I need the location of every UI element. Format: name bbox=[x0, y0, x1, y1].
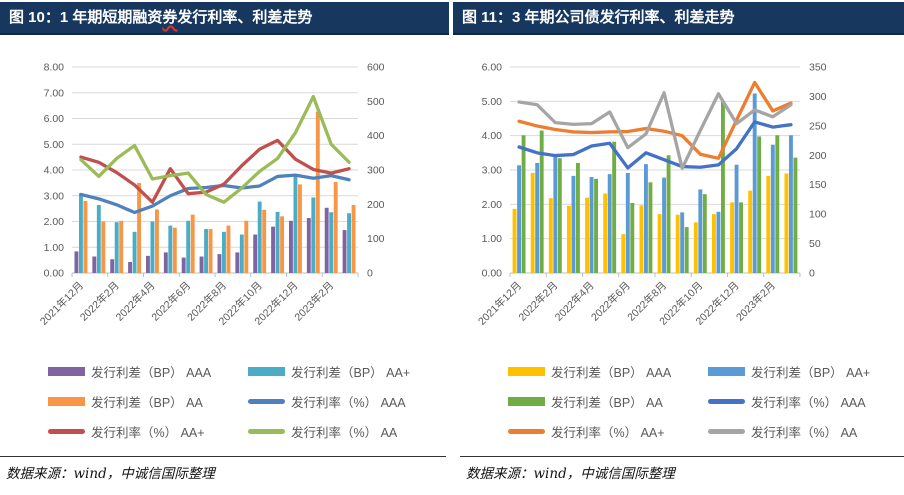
svg-text:6.00: 6.00 bbox=[44, 113, 65, 125]
legend-item: 发行利率（%） AA bbox=[700, 422, 900, 441]
svg-text:4.00: 4.00 bbox=[482, 130, 503, 142]
svg-text:100: 100 bbox=[367, 233, 385, 245]
svg-text:0.00: 0.00 bbox=[44, 268, 65, 280]
chart-canvas-1y-cp: 0.00 1.00 2.00 3.00 4.00 5.00 6.00 7.00 8.00 0 100… bbox=[37, 62, 385, 328]
bar-swatch-icon bbox=[508, 367, 545, 376]
legend-item: 发行利率（%） AA+ bbox=[40, 422, 240, 441]
svg-text:150: 150 bbox=[809, 179, 827, 191]
line-swatch-icon bbox=[508, 429, 545, 434]
svg-text:50: 50 bbox=[809, 238, 821, 250]
line-swatch-icon bbox=[708, 429, 745, 434]
figure-title-text-suffix: 发行利率、利差走势 bbox=[177, 9, 313, 26]
svg-text:400: 400 bbox=[367, 130, 385, 142]
legend-label: 发行利差（BP） AAA bbox=[551, 366, 672, 380]
legend-item: 发行利差（BP） AAA bbox=[40, 362, 240, 381]
svg-text:0: 0 bbox=[809, 268, 815, 280]
figure-title-bar: 图 11：3 年期公司债发行利率、利差走势 bbox=[453, 2, 904, 35]
svg-text:250: 250 bbox=[809, 120, 827, 132]
legend-item: 发行利率（%） AAA bbox=[700, 392, 900, 411]
figure-title-bar: 图 10：1 年期短期融资券发行利率、利差走势 bbox=[0, 2, 449, 35]
legend-label: 发行利率（%） AA bbox=[751, 426, 858, 440]
legend-label: 发行利差（BP） AA bbox=[551, 396, 663, 410]
svg-text:0.00: 0.00 bbox=[482, 268, 503, 280]
svg-text:6.00: 6.00 bbox=[482, 62, 503, 74]
chart-canvas-3y-corp-bond: 0.00 1.00 2.00 3.00 4.00 5.00 6.00 0 50 100 150 200… bbox=[475, 62, 827, 328]
legend-label: 发行利率（%） AA+ bbox=[551, 426, 665, 440]
svg-text:5.00: 5.00 bbox=[44, 139, 65, 151]
figure-panel-right: 图 11：3 年期公司债发行利率、利差走势 0.00 1.00 2.00 3.00 4.… bbox=[452, 0, 904, 495]
svg-text:2.00: 2.00 bbox=[44, 216, 65, 228]
legend-item: 发行利差（BP） AAA bbox=[500, 362, 700, 381]
svg-text:200: 200 bbox=[367, 199, 385, 211]
svg-text:2.00: 2.00 bbox=[482, 199, 503, 211]
legend-item: 发行利率（%） AA bbox=[240, 422, 440, 441]
legend-label: 发行利率（%） AA+ bbox=[91, 426, 205, 440]
bar-swatch-icon bbox=[508, 397, 545, 406]
svg-text:350: 350 bbox=[809, 62, 827, 74]
svg-text:2021年12月: 2021年12月 bbox=[37, 279, 86, 328]
figure-title-text: 图 11：3 年期公司债发行利率、利差走势 bbox=[462, 9, 735, 26]
svg-text:500: 500 bbox=[367, 96, 385, 108]
legend-label: 发行利差（BP） AA bbox=[91, 396, 203, 410]
legend-item: 发行利率（%） AAA bbox=[240, 392, 440, 411]
figure-panel-left: 图 10：1 年期短期融资券发行利率、利差走势 0.00 1.00 2.00 3.00… bbox=[0, 2, 449, 482]
svg-text:100: 100 bbox=[809, 209, 827, 221]
legend-item: 发行利率（%） AA+ bbox=[500, 422, 700, 441]
line-swatch-icon bbox=[48, 429, 85, 434]
data-source-note: 数据来源：wind，中诚信国际整理 bbox=[0, 456, 446, 482]
line-swatch-icon bbox=[248, 429, 285, 434]
svg-text:1.00: 1.00 bbox=[482, 233, 503, 245]
svg-text:5.00: 5.00 bbox=[482, 96, 503, 108]
legend-label: 发行利率（%） AA bbox=[291, 426, 398, 440]
svg-text:1.00: 1.00 bbox=[44, 242, 65, 254]
legend-label: 发行利差（BP） AA+ bbox=[291, 366, 411, 380]
bar-swatch-icon bbox=[48, 397, 85, 406]
svg-text:2023年2月: 2023年2月 bbox=[733, 279, 778, 324]
legend-item: 发行利差（BP） AA bbox=[40, 392, 240, 411]
svg-text:4.00: 4.00 bbox=[44, 165, 65, 177]
legend-label: 发行利差（BP） AA+ bbox=[751, 366, 871, 380]
data-source-note: 数据来源：wind，中诚信国际整理 bbox=[460, 456, 904, 482]
svg-text:300: 300 bbox=[809, 91, 827, 103]
svg-text:0: 0 bbox=[367, 268, 373, 280]
line-swatch-icon bbox=[708, 399, 745, 404]
svg-text:300: 300 bbox=[367, 165, 385, 177]
spellcheck-squiggle-text: 券 bbox=[162, 9, 178, 26]
svg-text:2023年2月: 2023年2月 bbox=[292, 279, 337, 324]
legend-item: 发行利差（BP） AA+ bbox=[700, 362, 900, 381]
bar-swatch-icon bbox=[708, 367, 745, 376]
legend-label: 发行利差（BP） AAA bbox=[91, 366, 212, 380]
svg-text:3.00: 3.00 bbox=[44, 190, 65, 202]
figure-title-text: 图 10：1 年期短期融资 bbox=[9, 9, 163, 26]
svg-text:7.00: 7.00 bbox=[44, 87, 65, 99]
bar-swatch-icon bbox=[248, 367, 285, 376]
chart-legend: 发行利差（BP） AAA 发行利差（BP） AA+ 发行利差（BP） AA 发行… bbox=[500, 362, 900, 452]
svg-text:200: 200 bbox=[809, 150, 827, 162]
bar-swatch-icon bbox=[48, 367, 85, 376]
line-swatch-icon bbox=[248, 399, 285, 404]
legend-item: 发行利差（BP） AA+ bbox=[240, 362, 440, 381]
chart-legend: 发行利差（BP） AAA 发行利差（BP） AA+ 发行利差（BP） AA 发行… bbox=[40, 362, 440, 452]
svg-text:3.00: 3.00 bbox=[482, 165, 503, 177]
legend-label: 发行利率（%） AAA bbox=[751, 396, 866, 410]
svg-text:600: 600 bbox=[367, 62, 385, 74]
svg-text:8.00: 8.00 bbox=[44, 62, 65, 74]
legend-item: 发行利差（BP） AA bbox=[500, 392, 700, 411]
svg-text:2021年12月: 2021年12月 bbox=[475, 279, 524, 328]
legend-label: 发行利率（%） AAA bbox=[291, 396, 406, 410]
